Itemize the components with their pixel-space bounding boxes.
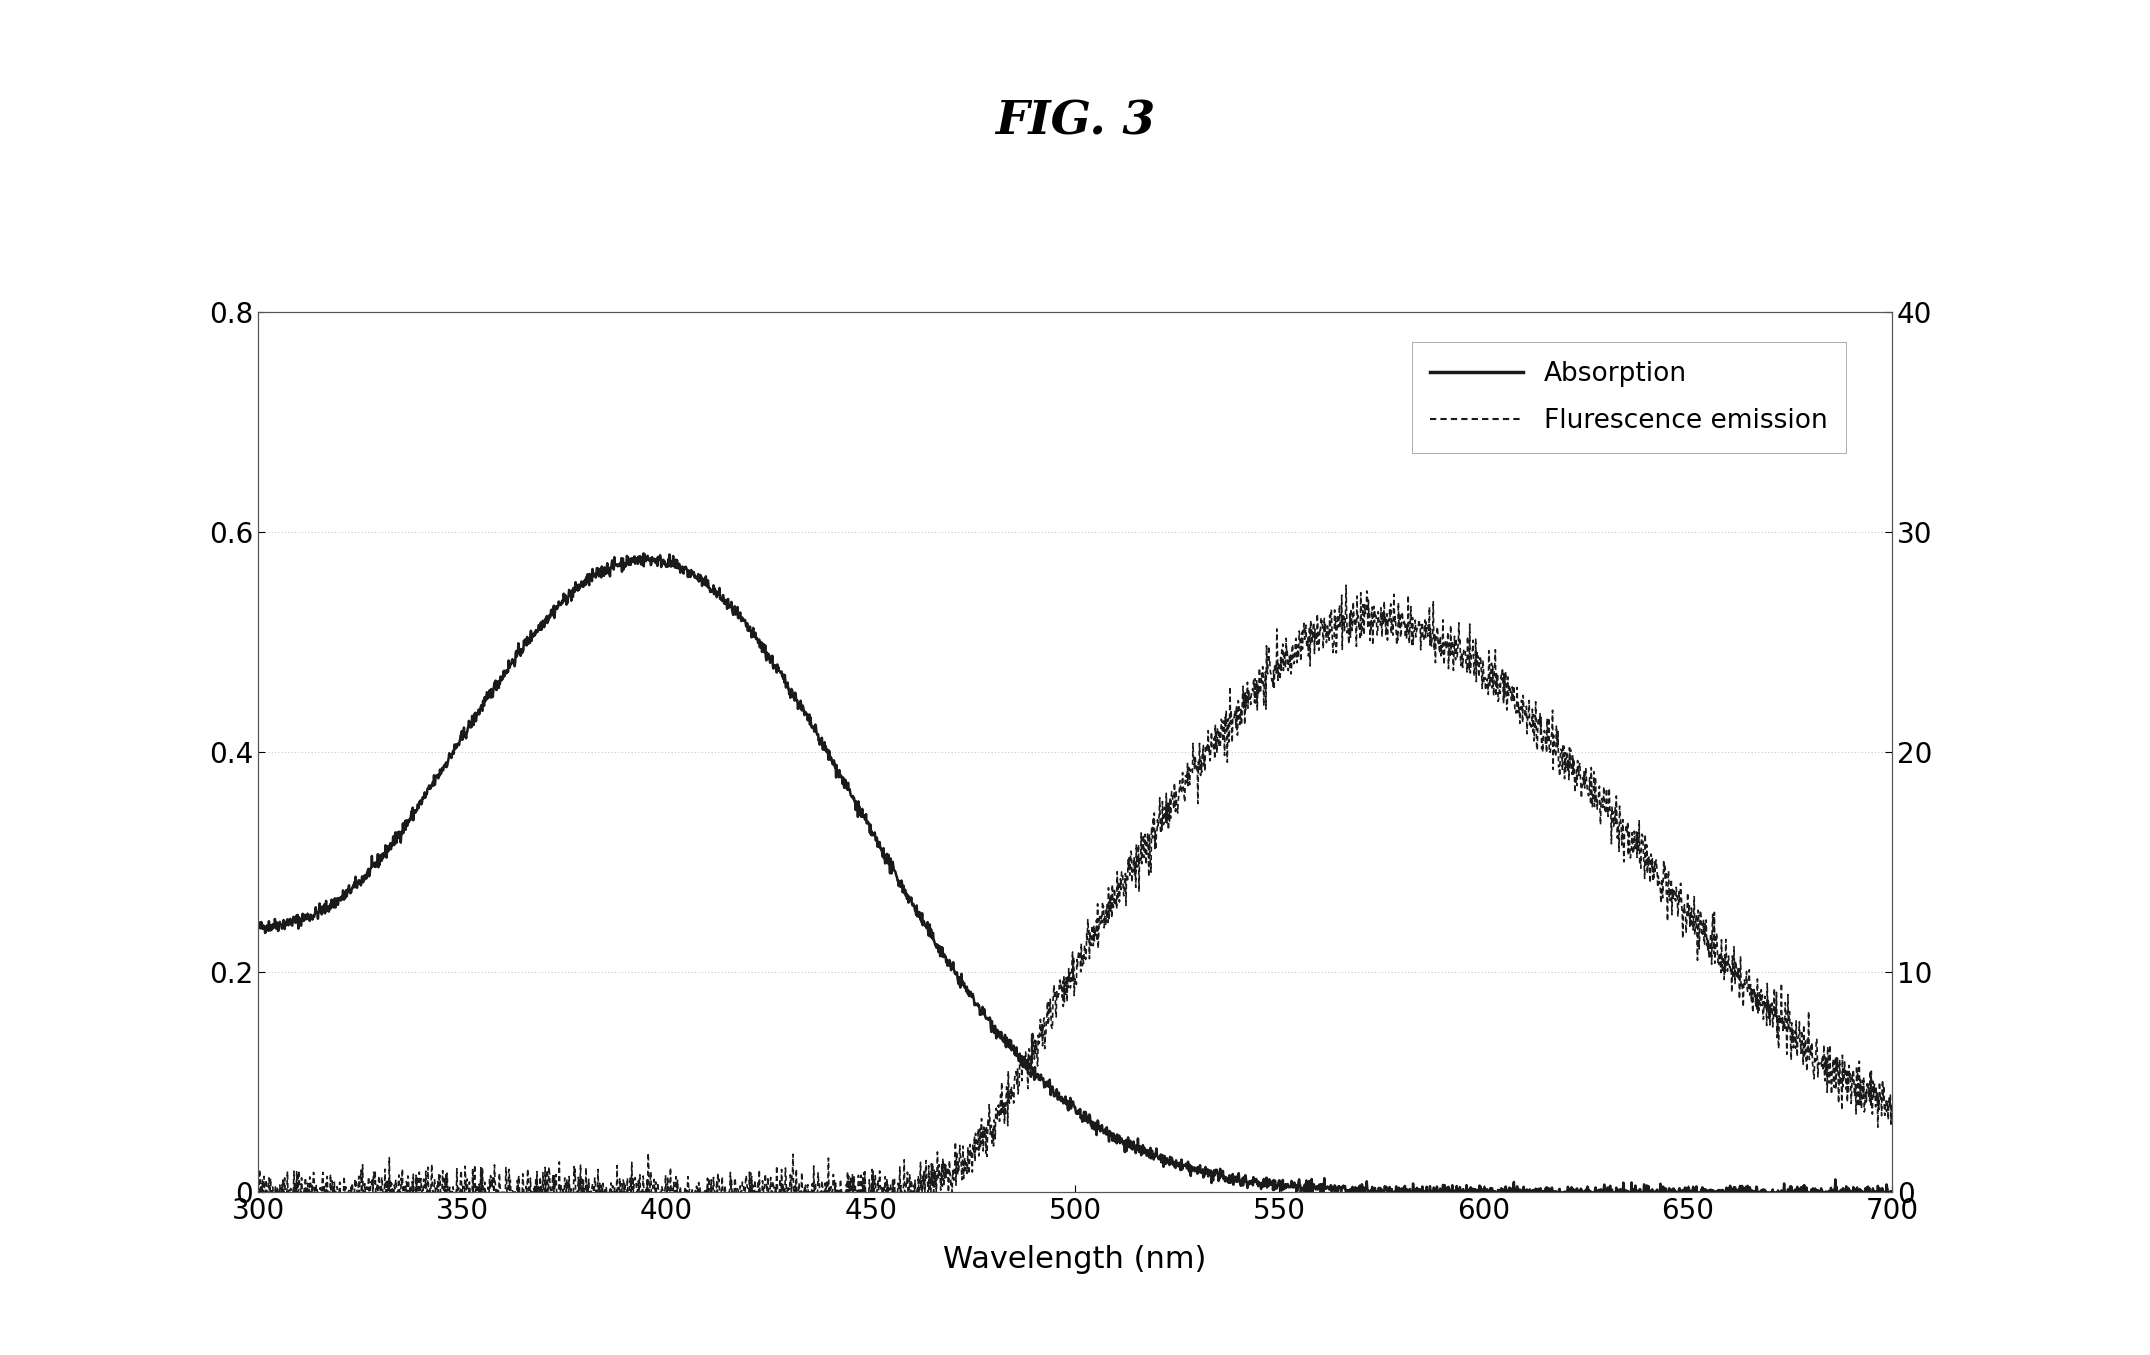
Legend: Absorption, Flurescence emission: Absorption, Flurescence emission	[1413, 343, 1847, 453]
Text: FIG. 3: FIG. 3	[995, 99, 1155, 145]
X-axis label: Wavelength (nm): Wavelength (nm)	[944, 1245, 1206, 1274]
